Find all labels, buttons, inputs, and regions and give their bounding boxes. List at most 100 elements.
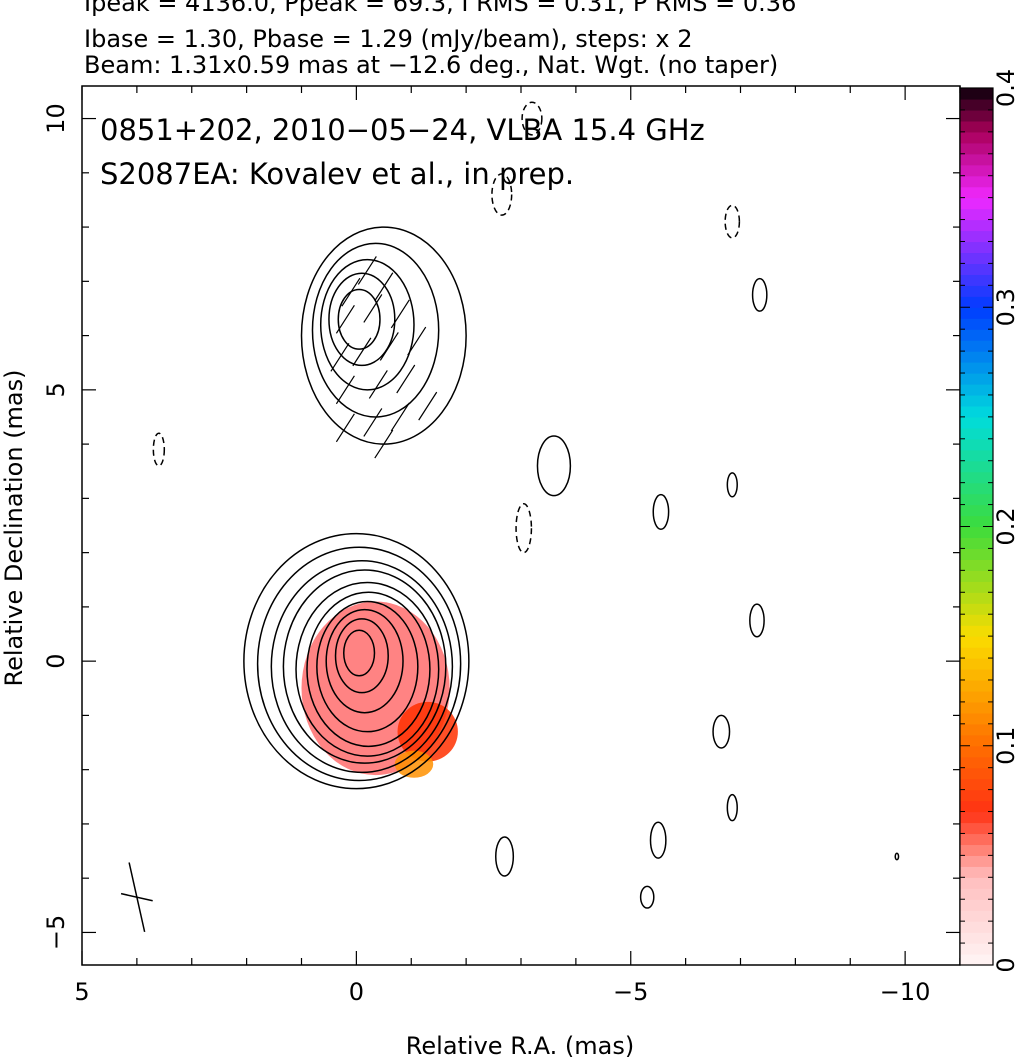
colorbar-segment <box>960 778 993 791</box>
colorbar-segment <box>960 603 993 615</box>
upper-contour-1 <box>311 242 440 418</box>
noise-contour-2 <box>726 472 738 498</box>
core-contour-1 <box>256 546 462 782</box>
colorbar-segment <box>960 756 993 769</box>
negative-contour-2 <box>724 204 741 239</box>
x-tick-label: 5 <box>74 978 89 1006</box>
colorbar-segment <box>960 373 993 385</box>
colorbar-segment <box>960 844 993 856</box>
colorbar-segment <box>960 647 993 659</box>
evpa-vector-layer <box>330 256 438 459</box>
colorbar-segment <box>960 899 993 911</box>
evpa-vector-5 <box>335 304 355 334</box>
evpa-vector-15 <box>363 408 383 437</box>
colorbar-segment <box>960 800 993 813</box>
evpa-vector-9 <box>330 342 350 372</box>
colorbar-segment <box>960 460 993 473</box>
source-annotation: 0851+202, 2010−05−24, VLBA 15.4 GHz <box>100 113 705 147</box>
colorbar-segment <box>960 241 993 254</box>
colorbar-tick-label: 0.1 <box>992 727 1020 765</box>
colorbar-segment <box>960 405 993 418</box>
evpa-vector-7 <box>379 332 399 361</box>
colorbar-segment <box>960 120 993 133</box>
colorbar-segment <box>960 559 993 571</box>
colorbar-segment <box>960 877 993 889</box>
colorbar-segment <box>960 811 993 824</box>
colorbar-segment <box>960 855 993 867</box>
evpa-vector-4 <box>363 294 383 323</box>
colorbar-segment <box>960 526 993 539</box>
colorbar-segment <box>960 142 993 155</box>
colorbar-segment <box>960 866 993 878</box>
noise-contour-7 <box>649 821 667 859</box>
colorbar-segment <box>960 186 993 199</box>
pol-color-blob-1 <box>397 701 458 762</box>
x-axis-label: Relative R.A. (mas) <box>406 1032 634 1060</box>
evpa-vector-16 <box>335 413 355 443</box>
noise-contour-4 <box>749 603 765 638</box>
core-contour-3 <box>282 569 447 764</box>
colorbar-segment <box>960 537 993 550</box>
evpa-vector-8 <box>352 337 372 367</box>
colorbar: 0 0.1 0.2 0.3 0.4 <box>959 69 1020 973</box>
colorbar-segment <box>960 296 993 308</box>
colorbar-tick-label: 0.4 <box>992 69 1020 107</box>
colorbar-segment <box>960 669 993 681</box>
colorbar-segment <box>960 394 993 407</box>
colorbar-segment <box>960 340 993 352</box>
colorbar-segment <box>960 416 993 429</box>
colorbar-segment <box>960 954 993 966</box>
pol-color-blob-2 <box>394 750 434 778</box>
negative-contour-4 <box>515 503 533 554</box>
colorbar-segment <box>960 833 993 846</box>
negative-contour-3 <box>152 432 166 467</box>
colorbar-segment <box>960 943 993 955</box>
colorbar-segment <box>960 307 993 319</box>
colorbar-segment <box>960 822 993 835</box>
colorbar-tick-label: 0.3 <box>992 288 1020 326</box>
core-contour-5 <box>306 591 431 748</box>
colorbar-segment <box>960 614 993 626</box>
colorbar-segment <box>960 98 993 111</box>
colorbar-segment <box>960 471 993 484</box>
y-axis-label: Relative Declination (mas) <box>0 369 28 686</box>
colorbar-segment <box>960 482 993 495</box>
colorbar-segment <box>960 690 993 703</box>
noise-contour-0 <box>536 435 572 497</box>
y-tick-label: −5 <box>42 915 70 950</box>
y-tick-label: 5 <box>42 382 70 397</box>
colorbar-segment <box>960 449 993 462</box>
evpa-vector-3 <box>390 299 410 329</box>
upper-contour-4 <box>337 288 381 350</box>
colorbar-segment <box>960 285 993 297</box>
colorbar-segment <box>960 581 993 593</box>
noise-contour-5 <box>712 714 731 749</box>
y-tick-label: 10 <box>42 103 70 134</box>
colorbar-segment <box>960 383 993 396</box>
noise-contour-3 <box>751 277 768 312</box>
colorbar-segment <box>960 515 993 528</box>
upper-contour-2 <box>319 258 415 391</box>
colorbar-tick-label: 0 <box>992 957 1020 972</box>
negative-contour-0 <box>521 101 543 136</box>
plot-frame <box>81 85 961 966</box>
core-contour-2 <box>270 560 454 774</box>
colorbar-segment <box>960 636 993 648</box>
colorbar-segment <box>960 219 993 232</box>
colorbar-tick-label: 0.2 <box>992 507 1020 545</box>
evpa-vector-12 <box>335 375 355 405</box>
colorbar-segment <box>960 438 993 451</box>
evpa-vector-14 <box>390 402 410 432</box>
noise-contour-6 <box>726 793 738 822</box>
upper-contour-3 <box>328 272 396 367</box>
y-tick-label: 0 <box>42 654 70 669</box>
colorbar-segment <box>960 548 993 560</box>
colorbar-segment <box>960 658 993 670</box>
x-tick-label: −10 <box>880 978 931 1006</box>
colorbar-segment <box>960 625 993 637</box>
evpa-vector-1 <box>374 272 394 302</box>
x-tick-label: 0 <box>349 978 364 1006</box>
colorbar-segment <box>960 208 993 221</box>
colorbar-segment <box>960 427 993 440</box>
colorbar-segment <box>960 351 993 363</box>
